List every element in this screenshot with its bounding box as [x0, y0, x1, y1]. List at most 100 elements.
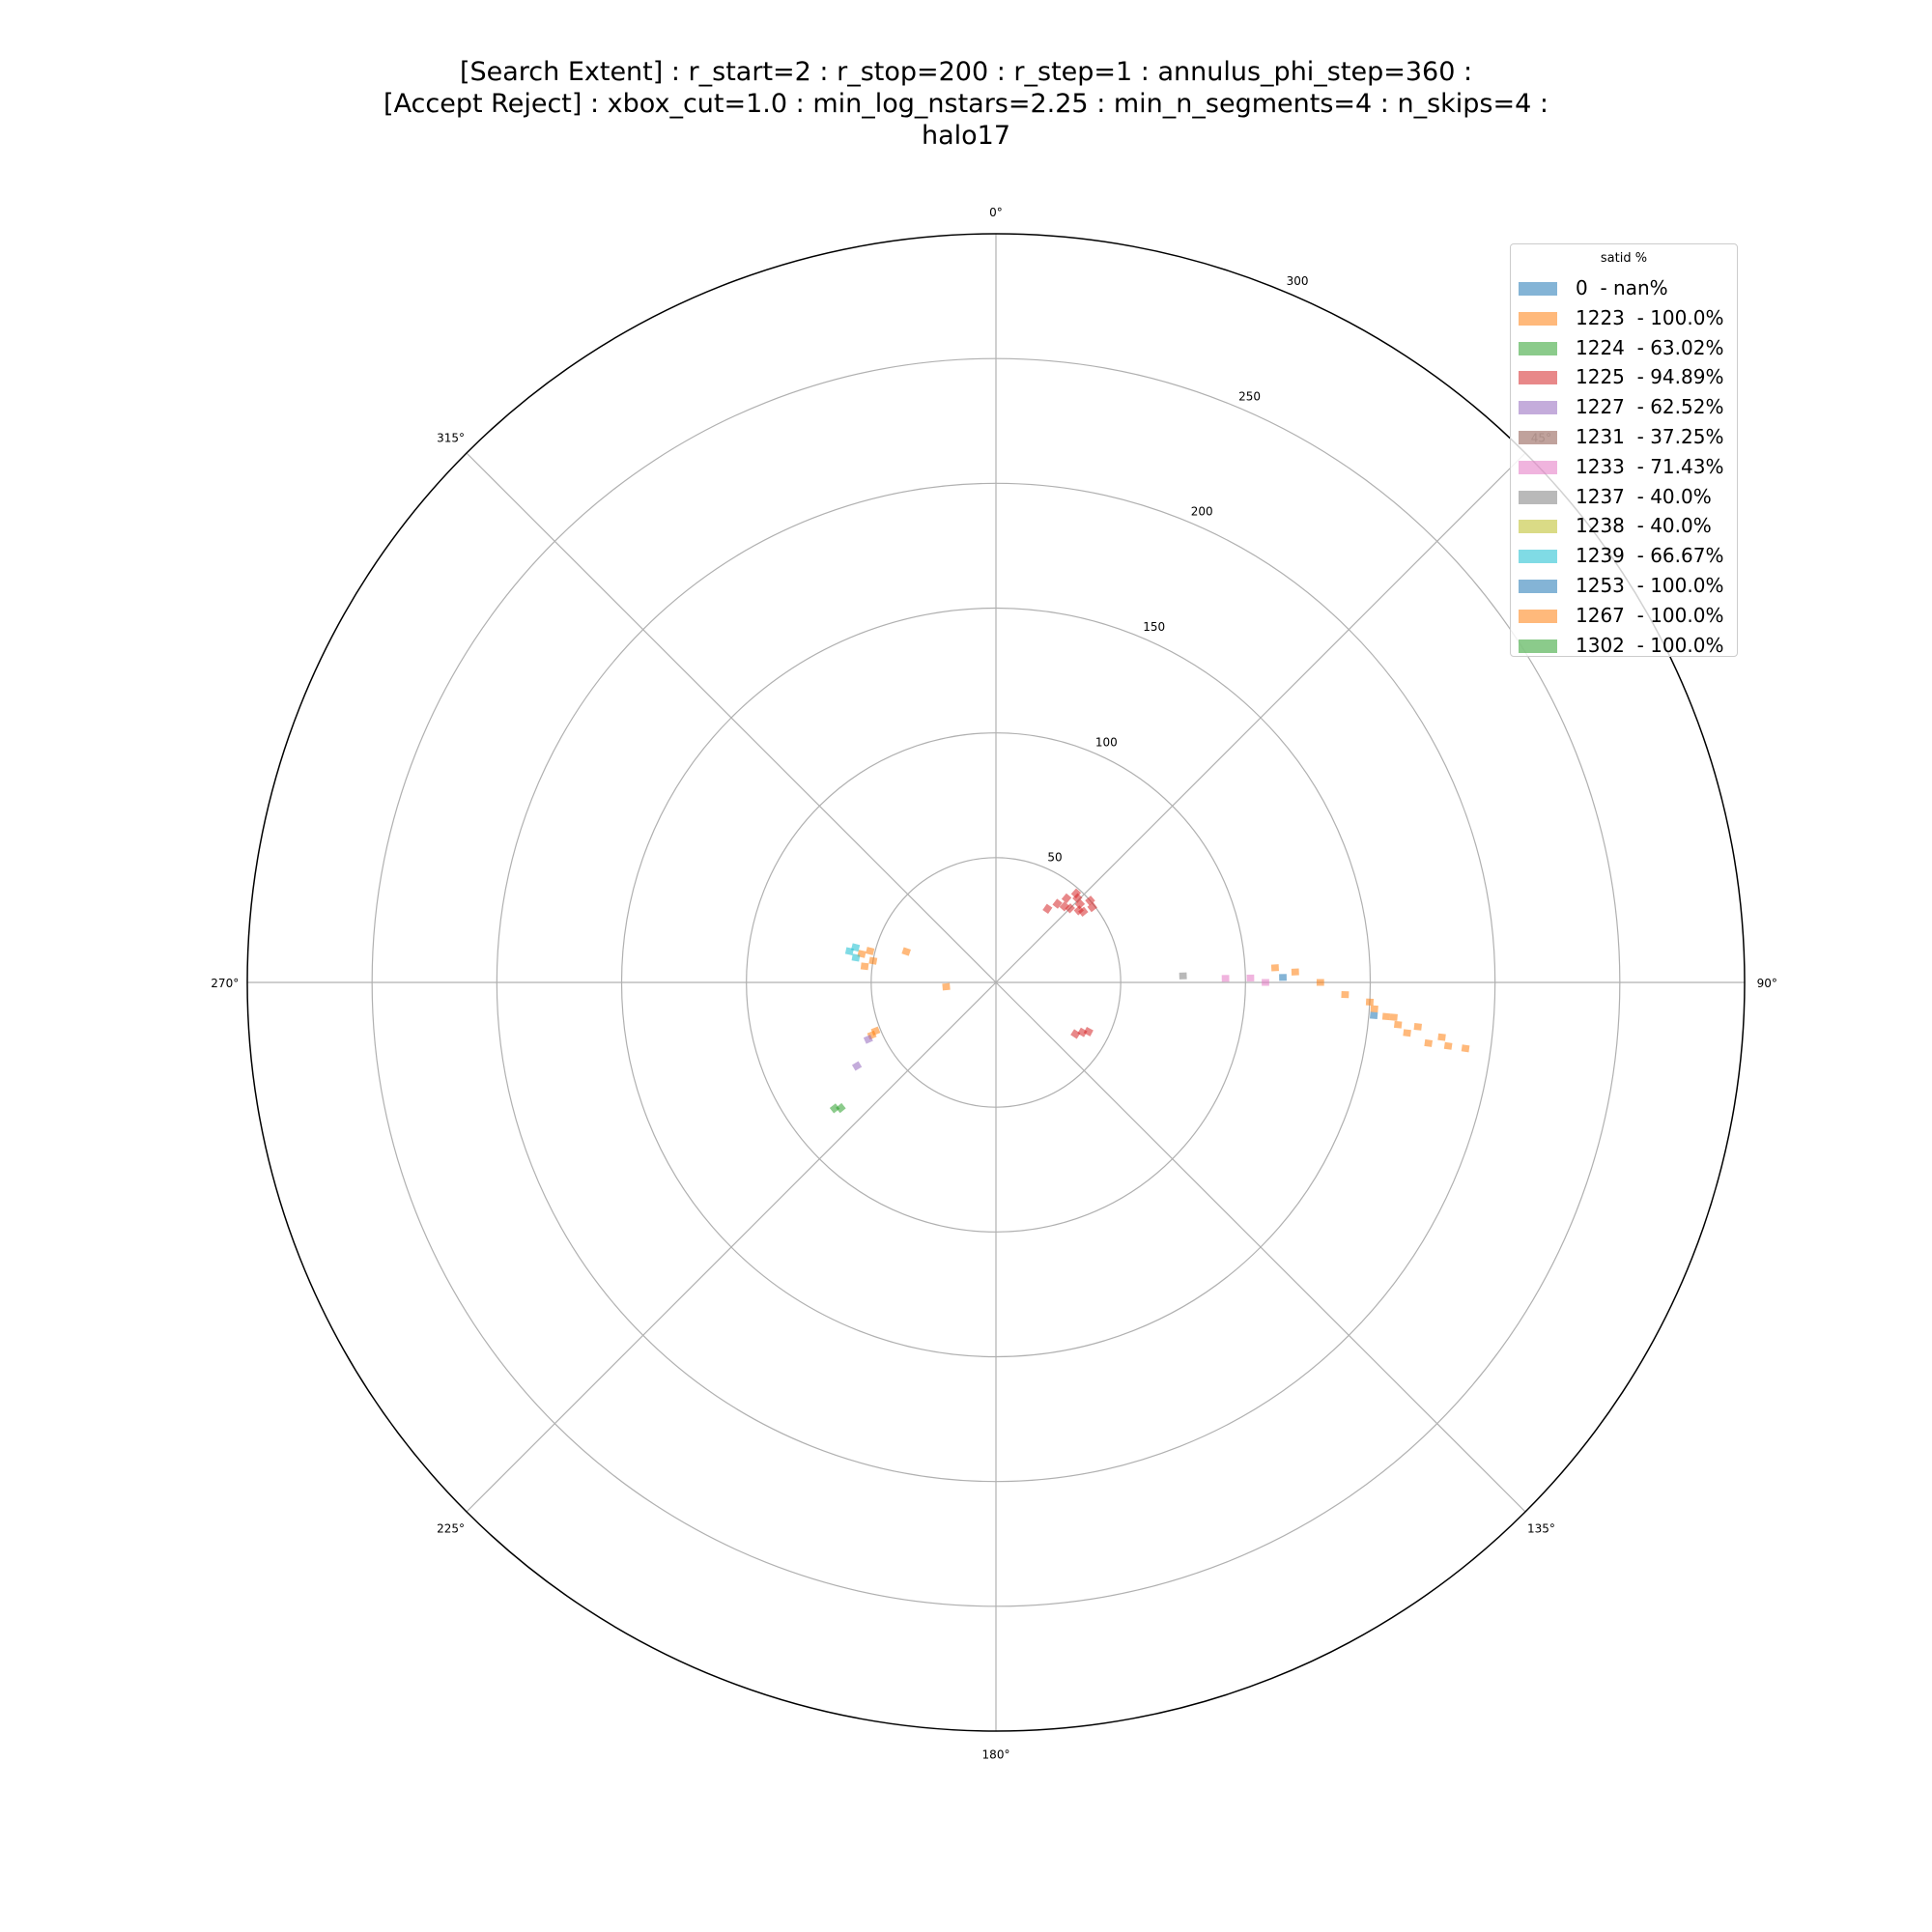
point-1225-9	[1042, 903, 1053, 915]
legend-label: 1239 - 66.67%	[1576, 544, 1724, 568]
legend-entry: 1267 - 100.0%	[1511, 602, 1737, 631]
legend-label: 1227 - 62.52%	[1576, 395, 1724, 419]
point-1225-13	[1077, 1027, 1088, 1037]
legend-swatch	[1519, 401, 1557, 415]
legend-entry: 1225 - 94.89%	[1511, 363, 1737, 392]
theta-tick-label-315: 315°	[437, 432, 465, 445]
legend-swatch	[1519, 580, 1557, 593]
legend-swatch	[1519, 460, 1557, 474]
r-tick-label-50: 50	[1047, 851, 1062, 865]
point-1225-6	[1078, 906, 1089, 918]
legend-swatch	[1519, 639, 1557, 653]
legend-entry: 1227 - 62.52%	[1511, 393, 1737, 422]
point-1227-1	[851, 1061, 863, 1071]
point-1223-18	[860, 962, 869, 971]
legend-label: 0 - nan%	[1576, 276, 1668, 299]
title-line-3: halo17	[921, 121, 1011, 151]
point-1223-6	[1413, 1023, 1422, 1031]
point-1223-14	[1443, 1041, 1453, 1050]
r-tick-label-200: 200	[1191, 505, 1213, 519]
point-1239-1	[851, 943, 861, 952]
point-1223-10	[1381, 1012, 1391, 1021]
point-1225-3	[1065, 903, 1075, 914]
grid-circle-250	[371, 357, 1621, 1607]
legend-entry: 1233 - 71.43%	[1511, 453, 1737, 482]
point-1302-0	[836, 1102, 846, 1114]
grid-circle-100	[746, 732, 1246, 1233]
point-1223-11	[1393, 1020, 1403, 1029]
legend-entry: 1302 - 100.0%	[1511, 632, 1737, 661]
theta-tick-label-225: 225°	[437, 1521, 465, 1535]
legend-swatch	[1519, 609, 1557, 623]
legend-entry: 1224 - 63.02%	[1511, 334, 1737, 363]
point-1223-22	[870, 1026, 881, 1037]
legend-entry: 1253 - 100.0%	[1511, 572, 1737, 601]
legend-label: 1225 - 94.89%	[1576, 365, 1724, 389]
r-tick-label-300: 300	[1287, 274, 1309, 288]
legend-entry: 1237 - 40.0%	[1511, 483, 1737, 512]
legend-swatch	[1519, 431, 1557, 444]
point-1239-0	[844, 947, 854, 956]
theta-tick-label-0: 0°	[989, 206, 1003, 219]
legend-entry: 0 - nan%	[1511, 274, 1737, 303]
polar-grid	[246, 233, 1746, 1732]
point-1223-20	[942, 982, 951, 991]
chart-title: [Search Extent] : r_start=2 : r_stop=200…	[0, 56, 1932, 152]
point-1225-5	[1085, 895, 1095, 906]
theta-tick-label-90: 90°	[1757, 977, 1777, 990]
point-1225-8	[1072, 893, 1083, 903]
legend-label: 1223 - 100.0%	[1576, 305, 1724, 329]
point-1225-7	[1087, 901, 1097, 913]
point-1253-1	[1370, 1011, 1378, 1020]
legend: satid % 0 - nan% 1223 - 100.0% 1224 - 63.0…	[1510, 243, 1738, 657]
legend-entry: 1223 - 100.0%	[1511, 304, 1737, 333]
legend-swatch	[1519, 341, 1557, 355]
outer-ring	[246, 233, 1746, 1732]
legend-label: 1253 - 100.0%	[1576, 574, 1724, 597]
legend-swatch	[1519, 550, 1557, 564]
legend-swatch	[1519, 520, 1557, 534]
point-1239-2	[851, 953, 861, 962]
point-1223-16	[866, 947, 875, 955]
point-1225-11	[1073, 905, 1085, 916]
point-1227-0	[863, 1035, 873, 1044]
point-1223-5	[1389, 1013, 1398, 1021]
legend-swatch	[1519, 282, 1557, 296]
legend-label: 1238 - 40.0%	[1576, 514, 1712, 538]
theta-tick-label-180: 180°	[982, 1747, 1010, 1761]
point-1225-1	[1061, 893, 1072, 904]
data-points	[829, 888, 1470, 1114]
legend-entry: 1231 - 37.25%	[1511, 423, 1737, 452]
point-1302-1	[829, 1103, 840, 1114]
legend-entry: 1238 - 40.0%	[1511, 512, 1737, 541]
grid-circle-200	[496, 482, 1496, 1483]
point-1223-12	[1403, 1029, 1411, 1037]
legend-title: satid %	[1600, 251, 1648, 266]
point-1225-10	[1059, 901, 1070, 912]
point-1225-12	[1070, 1029, 1081, 1039]
point-1223-15	[857, 950, 867, 958]
point-1223-8	[1461, 1044, 1470, 1053]
point-1223-19	[901, 947, 911, 956]
theta-tick-label-270: 270°	[211, 977, 239, 990]
legend-label: 1237 - 40.0%	[1576, 484, 1712, 508]
point-1225-0	[1052, 898, 1063, 909]
legend-label: 1233 - 71.43%	[1576, 454, 1724, 478]
grid-circle-50	[870, 857, 1122, 1108]
theta-tick-label-135: 135°	[1527, 1521, 1555, 1535]
point-1223-17	[868, 956, 878, 965]
r-tick-label-100: 100	[1095, 735, 1118, 749]
point-1223-13	[1424, 1038, 1434, 1047]
point-1225-4	[1074, 898, 1086, 910]
legend-swatch	[1519, 371, 1557, 385]
legend-label: 1224 - 63.02%	[1576, 335, 1724, 359]
point-1225-14	[1083, 1027, 1094, 1037]
title-line-1: [Search Extent] : r_start=2 : r_stop=200…	[459, 57, 1473, 87]
grid-circle-150	[620, 607, 1372, 1358]
legend-label: 1231 - 37.25%	[1576, 425, 1724, 448]
point-1225-2	[1070, 888, 1082, 899]
legend-label: 1267 - 100.0%	[1576, 603, 1724, 627]
title-line-2: [Accept Reject] : xbox_cut=1.0 : min_log…	[384, 89, 1548, 119]
legend-swatch	[1519, 311, 1557, 326]
